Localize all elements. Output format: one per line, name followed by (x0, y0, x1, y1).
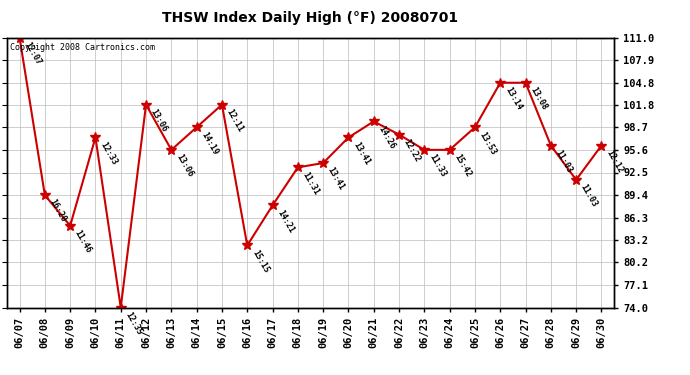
Text: 13:14: 13:14 (503, 86, 523, 112)
Text: 11:03: 11:03 (553, 148, 574, 174)
Text: 13:06: 13:06 (149, 107, 169, 134)
Text: 13:41: 13:41 (326, 166, 346, 192)
Text: 11:31: 11:31 (301, 170, 321, 196)
Text: 13:06: 13:06 (174, 153, 195, 179)
Text: 13:08: 13:08 (529, 86, 549, 112)
Text: Copyright 2008 Cartronics.com: Copyright 2008 Cartronics.com (10, 43, 155, 52)
Text: 14:21: 14:21 (275, 208, 295, 234)
Text: 12:33: 12:33 (98, 140, 119, 166)
Text: 12:35: 12:35 (124, 310, 144, 336)
Text: 12:11: 12:11 (225, 107, 245, 134)
Text: 11:33: 11:33 (427, 153, 447, 179)
Text: 15:15: 15:15 (250, 248, 270, 274)
Text: 11:03: 11:03 (579, 183, 599, 209)
Text: 13:41: 13:41 (351, 140, 371, 166)
Text: 12:12: 12:12 (604, 148, 624, 174)
Text: 11:46: 11:46 (73, 228, 93, 255)
Text: 14:26: 14:26 (377, 124, 397, 150)
Text: 14:19: 14:19 (199, 130, 219, 156)
Text: 13:53: 13:53 (477, 130, 498, 156)
Text: 12:22: 12:22 (402, 137, 422, 164)
Text: 15:42: 15:42 (453, 153, 473, 179)
Text: 16:20: 16:20 (48, 198, 68, 224)
Text: THSW Index Daily High (°F) 20080701: THSW Index Daily High (°F) 20080701 (162, 11, 459, 25)
Text: 12:07: 12:07 (22, 40, 43, 66)
